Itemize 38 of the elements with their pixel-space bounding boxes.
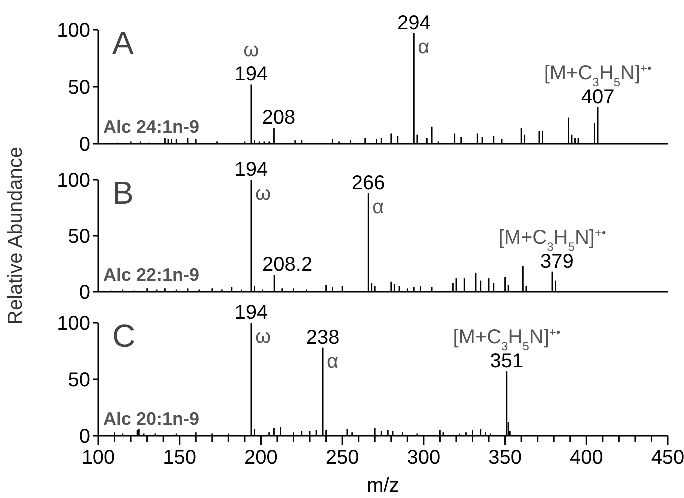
annotation: 238 bbox=[306, 326, 340, 349]
annotation: Alc 22:1n-9 bbox=[104, 265, 200, 285]
x-tick-label: 300 bbox=[407, 447, 441, 469]
y-axis-title: Relative Abundance bbox=[5, 147, 27, 325]
y-tick-label: 50 bbox=[68, 370, 90, 392]
annotation: α bbox=[327, 350, 339, 373]
y-tick-label: 50 bbox=[68, 77, 90, 99]
y-tick-label: 50 bbox=[68, 226, 90, 248]
annotation: ω bbox=[244, 40, 260, 62]
annotation: A bbox=[112, 25, 134, 61]
annotation: Alc 20:1n-9 bbox=[104, 409, 200, 429]
annotation: Alc 24:1n-9 bbox=[104, 117, 200, 137]
annotation: 208 bbox=[262, 107, 296, 130]
x-tick-label: 450 bbox=[651, 447, 684, 469]
y-tick-label: 100 bbox=[57, 20, 90, 42]
annotation: C bbox=[112, 318, 136, 354]
annotation: 194 bbox=[234, 64, 268, 86]
y-tick-label: 100 bbox=[57, 313, 90, 335]
y-tick-label: 100 bbox=[57, 170, 90, 192]
x-tick-label: 200 bbox=[244, 447, 278, 469]
x-tick-label: 250 bbox=[326, 447, 360, 469]
annotation: α bbox=[372, 196, 384, 218]
x-axis-title: m/z bbox=[367, 475, 400, 497]
annotation: 294 bbox=[397, 12, 431, 34]
annotation: 208.2 bbox=[262, 254, 313, 276]
annotation: B bbox=[112, 175, 134, 211]
x-tick-label: 350 bbox=[488, 447, 522, 469]
annotation: 194 bbox=[234, 302, 268, 324]
y-tick-label: 0 bbox=[79, 134, 90, 156]
y-tick-label: 0 bbox=[79, 282, 90, 304]
y-tick-label: 0 bbox=[79, 426, 90, 448]
x-tick-label: 150 bbox=[163, 447, 197, 469]
x-tick-label: 400 bbox=[570, 447, 604, 469]
annotation: ω bbox=[255, 183, 272, 205]
annotation: α bbox=[418, 36, 430, 58]
annotation: 266 bbox=[352, 172, 386, 194]
annotation: ω bbox=[255, 326, 272, 348]
annotation: 194 bbox=[234, 159, 268, 181]
